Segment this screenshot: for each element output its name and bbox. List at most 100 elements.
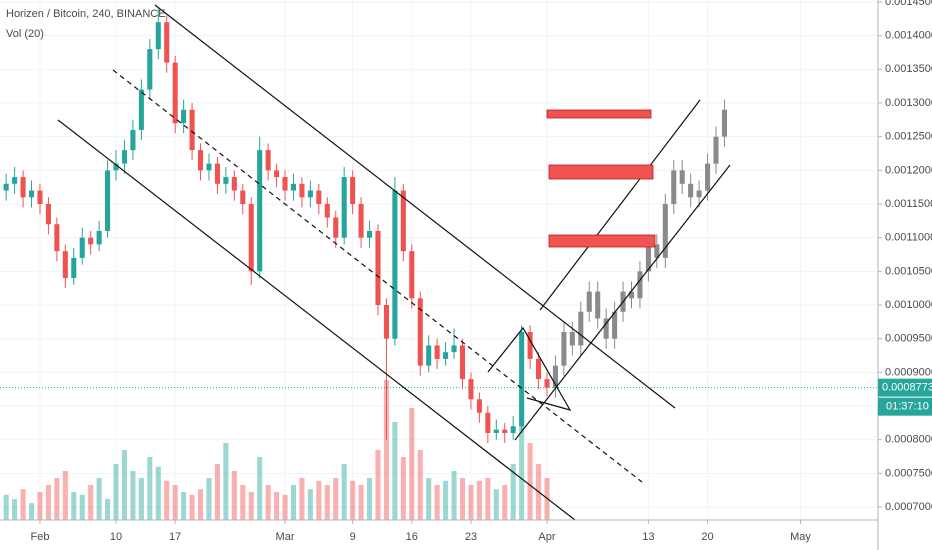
candle-body	[71, 257, 77, 279]
y-tick-label: 0.0013500	[885, 63, 932, 75]
price-axis	[878, 0, 932, 550]
volume-bar	[417, 450, 423, 520]
candle-body	[628, 291, 635, 299]
volume-bar	[181, 492, 187, 520]
candle-body	[426, 345, 432, 366]
y-tick-label: 0.0012000	[885, 164, 932, 176]
volume-bar	[265, 485, 271, 520]
volume-bar	[206, 478, 212, 520]
volume-bar	[45, 485, 51, 520]
y-tick-label: 0.0014000	[885, 30, 932, 42]
candle-body	[147, 49, 153, 90]
indicator-label: Vol (20)	[6, 28, 44, 40]
y-tick-label: 0.0009000	[885, 366, 932, 378]
candle-body	[662, 204, 668, 258]
candle-body	[671, 170, 677, 205]
x-tick-label: 20	[701, 531, 713, 543]
volume-bar	[307, 489, 313, 520]
volume-bar	[274, 492, 280, 520]
volume-bar	[138, 478, 144, 520]
candle-body	[223, 177, 229, 184]
candle-body	[265, 150, 271, 171]
y-tick-label: 0.0007500	[885, 467, 932, 479]
price-pane	[0, 8, 878, 444]
candle-body	[121, 150, 128, 164]
candle-body	[476, 399, 482, 413]
volume-bar	[155, 466, 161, 520]
candle-body	[603, 318, 609, 339]
volume-bar	[37, 492, 43, 520]
time-axis	[0, 520, 878, 550]
volume-bar	[383, 380, 389, 520]
volume-bar	[197, 489, 204, 520]
candle-body	[79, 237, 85, 258]
candle-body	[138, 89, 144, 130]
candle-body	[214, 163, 220, 184]
candle-body	[28, 190, 35, 198]
volume-bar	[316, 480, 322, 520]
candle-body	[637, 271, 643, 299]
candle-body	[536, 358, 542, 380]
volume-bar	[147, 457, 153, 520]
volume-bar	[451, 471, 457, 520]
candle-body	[654, 244, 660, 258]
candle-body	[612, 311, 618, 339]
volume-bar	[510, 464, 516, 520]
volume-bar	[358, 485, 364, 520]
x-tick-label: 16	[406, 531, 418, 543]
y-tick-label: 0.0009500	[885, 333, 932, 345]
y-tick-label: 0.0013000	[885, 97, 932, 109]
volume-bar	[519, 408, 525, 520]
volume-bar	[3, 494, 9, 520]
candle-body	[155, 22, 161, 50]
trend-line	[154, 4, 676, 409]
volume-bar	[248, 492, 254, 520]
candle-body	[544, 379, 550, 388]
candle-body	[164, 22, 170, 63]
volume-bar	[392, 422, 398, 520]
candle-body	[105, 170, 111, 231]
volume-bar	[105, 499, 111, 520]
candle-body	[679, 170, 685, 184]
drawings	[57, 4, 731, 521]
x-tick-label: 9	[350, 531, 356, 543]
volume-bar	[62, 471, 68, 520]
candle-body	[527, 331, 533, 359]
resistance-zone	[548, 234, 656, 248]
y-tick-label: 0.0007000	[885, 501, 932, 513]
candle-body	[181, 109, 187, 124]
candle-body	[172, 62, 178, 124]
volume-bar	[223, 443, 229, 520]
candle-body	[3, 183, 9, 191]
candle-body	[88, 237, 94, 245]
volume-bar	[88, 485, 94, 520]
candle-body	[367, 230, 373, 238]
candle-body	[502, 429, 508, 433]
candle-body	[333, 217, 339, 238]
volume-bar	[282, 494, 288, 520]
volume-bar	[28, 503, 35, 520]
wedge	[487, 326, 572, 411]
candle-body	[383, 305, 389, 339]
candle-body	[290, 183, 297, 191]
y-tick-label: 0.0011500	[885, 198, 932, 210]
chart-title: Horizen / Bitcoin, 240, BINANCE	[6, 8, 166, 20]
candle-body	[688, 183, 694, 198]
volume-bar	[54, 478, 60, 520]
candle-body	[299, 183, 305, 198]
candle-body	[20, 177, 26, 198]
candle-body	[552, 365, 558, 388]
volume-bar	[214, 464, 220, 520]
volume-pane	[3, 380, 550, 520]
candle-body	[350, 177, 356, 205]
candle-body	[400, 190, 406, 252]
volume-bar	[71, 492, 77, 520]
y-tick-label: 0.0012500	[885, 131, 932, 143]
candle-body	[54, 224, 60, 252]
candle-body	[231, 177, 237, 191]
candle-body	[705, 163, 711, 191]
candle-body	[282, 177, 288, 191]
candle-body	[519, 331, 525, 427]
candle-body	[37, 190, 43, 205]
trend-line	[539, 99, 701, 311]
